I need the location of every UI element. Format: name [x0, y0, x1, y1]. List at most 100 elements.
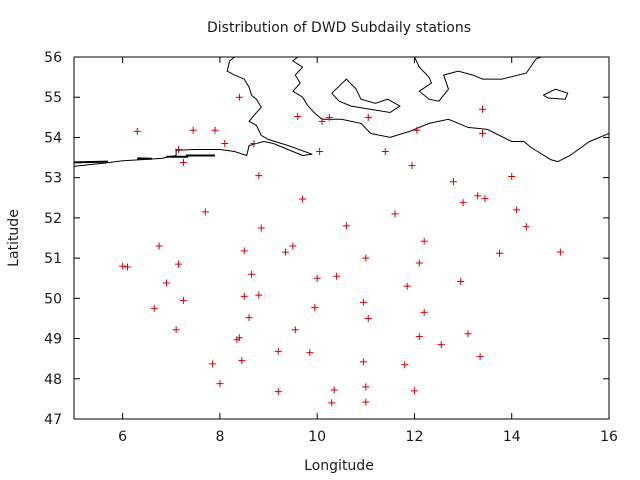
station-marker	[221, 140, 228, 147]
station-marker	[328, 399, 335, 406]
station-marker	[275, 388, 282, 395]
y-tick-label: 55	[44, 90, 62, 106]
y-tick-label: 53	[44, 171, 62, 187]
station-marker	[474, 192, 481, 199]
station-marker	[156, 243, 163, 250]
station-marker	[255, 172, 262, 179]
station-marker	[365, 315, 372, 322]
station-marker	[151, 305, 158, 312]
station-marker	[202, 208, 209, 215]
coastline	[74, 57, 609, 166]
station-marker	[343, 222, 350, 229]
station-markers	[119, 94, 564, 407]
station-marker	[316, 148, 323, 155]
station-marker	[282, 249, 289, 256]
station-marker	[401, 361, 408, 368]
station-marker	[481, 195, 488, 202]
station-marker	[250, 140, 257, 147]
station-marker	[523, 223, 530, 230]
plot-frame	[74, 57, 609, 419]
station-marker	[238, 357, 245, 364]
x-tick-label: 14	[503, 429, 521, 445]
station-marker	[289, 243, 296, 250]
station-marker	[299, 195, 306, 202]
station-marker	[255, 292, 262, 299]
y-axis-title: Latitude	[6, 209, 22, 267]
station-marker	[190, 127, 197, 134]
y-tick-label: 50	[44, 291, 62, 307]
y-tick-label: 48	[44, 372, 62, 388]
station-marker	[508, 173, 515, 180]
station-marker	[464, 330, 471, 337]
coastline-segment-2	[332, 79, 400, 112]
y-axis-ticks: 47 48 49 50 51 52 53 54 55 56	[44, 50, 609, 428]
station-marker	[209, 360, 216, 367]
station-marker	[180, 297, 187, 304]
station-marker	[331, 387, 338, 394]
x-tick-label: 6	[118, 429, 127, 445]
station-marker	[421, 238, 428, 245]
station-marker	[460, 199, 467, 206]
station-marker	[236, 94, 243, 101]
station-marker	[173, 326, 180, 333]
station-marker	[438, 341, 445, 348]
island-0	[74, 162, 108, 163]
y-tick-label: 51	[44, 251, 62, 267]
station-marker	[416, 259, 423, 266]
coastline-segment-3	[415, 57, 541, 101]
station-marker	[365, 114, 372, 121]
station-marker	[163, 280, 170, 287]
y-tick-label: 54	[44, 130, 62, 146]
station-marker	[124, 263, 131, 270]
station-marker	[362, 399, 369, 406]
chart-title: Distribution of DWD Subdaily stations	[207, 20, 471, 36]
x-tick-label: 16	[600, 429, 618, 445]
station-marker	[362, 255, 369, 262]
x-tick-label: 10	[308, 429, 326, 445]
station-marker	[248, 271, 255, 278]
x-tick-label: 12	[406, 429, 424, 445]
station-marker	[360, 299, 367, 306]
station-marker	[258, 224, 265, 231]
station-marker	[409, 162, 416, 169]
x-tick-label: 8	[215, 429, 224, 445]
station-marker	[246, 314, 253, 321]
x-axis-title: Longitude	[304, 458, 374, 474]
station-marker	[362, 383, 369, 390]
station-marker	[479, 106, 486, 113]
station-marker	[314, 275, 321, 282]
station-marker	[421, 309, 428, 316]
station-marker	[175, 261, 182, 268]
coastline-segment-5	[558, 129, 609, 161]
station-marker	[382, 148, 389, 155]
station-marker	[212, 127, 219, 134]
station-marker	[119, 263, 126, 270]
station-marker	[216, 380, 223, 387]
station-marker	[450, 178, 457, 185]
station-marker	[477, 353, 484, 360]
y-tick-label: 56	[44, 50, 62, 66]
coastline-segment-0	[74, 57, 312, 166]
y-tick-label: 49	[44, 332, 62, 348]
station-marker	[241, 247, 248, 254]
station-marker	[496, 250, 503, 257]
station-marker	[275, 348, 282, 355]
coastline-segment-4	[543, 89, 567, 99]
station-marker	[292, 326, 299, 333]
station-marker	[241, 293, 248, 300]
station-marker	[457, 278, 464, 285]
station-marker	[392, 210, 399, 217]
station-marker	[311, 304, 318, 311]
station-marker	[411, 387, 418, 394]
station-marker	[404, 283, 411, 290]
y-tick-label: 47	[44, 412, 62, 428]
station-marker	[134, 128, 141, 135]
station-marker	[513, 206, 520, 213]
station-marker	[306, 349, 313, 356]
station-marker	[180, 159, 187, 166]
coastline-islands	[74, 156, 215, 163]
station-marker	[479, 130, 486, 137]
station-marker	[557, 249, 564, 256]
station-marker	[294, 113, 301, 120]
